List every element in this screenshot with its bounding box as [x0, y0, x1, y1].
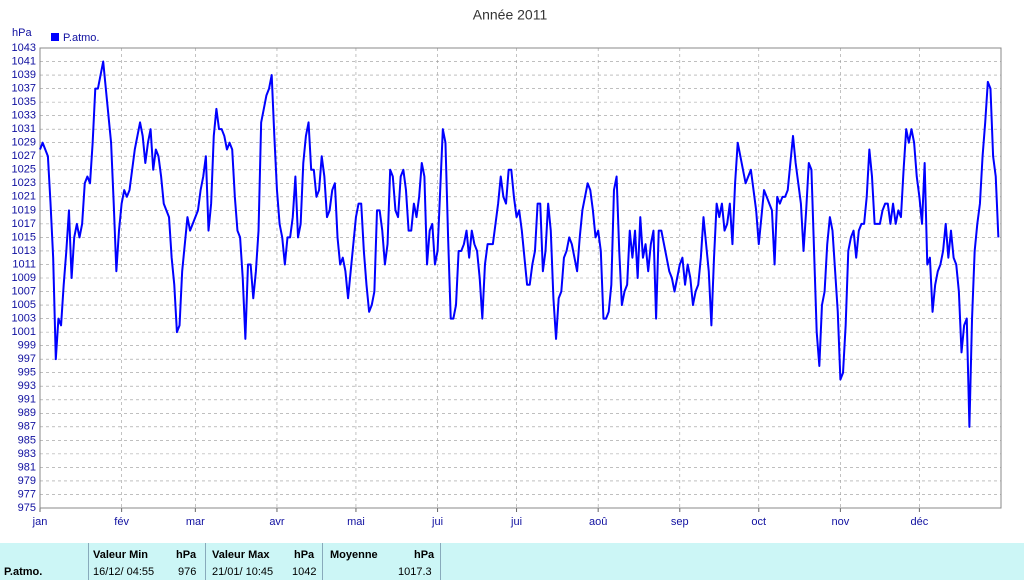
y-tick-label: 1019 [12, 204, 36, 216]
x-tick-label: aoû [589, 516, 607, 528]
x-tick-label: jan [32, 516, 48, 528]
cell-date: 21/01/ 10:45 [212, 566, 274, 578]
y-tick-label: 1005 [12, 299, 36, 311]
x-tick-label: déc [911, 516, 929, 528]
y-unit: hPa [12, 27, 32, 39]
y-tick-label: 977 [18, 488, 36, 500]
x-tick-label: mai [347, 516, 365, 528]
y-tick-label: 1017 [12, 218, 36, 230]
y-tick-label: 1027 [12, 150, 36, 162]
y-tick-label: 1025 [12, 164, 36, 176]
y-tick-label: 1001 [12, 326, 36, 338]
col-header: Moyenne [330, 549, 378, 561]
y-tick-label: 1043 [12, 42, 36, 54]
y-tick-label: 1031 [12, 123, 36, 135]
x-tick-label: nov [832, 516, 850, 528]
y-tick-label: 1035 [12, 96, 36, 108]
y-tick-label: 997 [18, 353, 36, 365]
legend-swatch [51, 33, 59, 41]
col-unit: hPa [414, 549, 435, 561]
y-tick-label: 1015 [12, 231, 36, 243]
x-tick-label: jui [510, 516, 522, 528]
y-tick-label: 1003 [12, 312, 36, 324]
x-tick-label: jui [431, 516, 443, 528]
summary-table: P.atmo. Valeur Min hPa 16/12/ 04:55 976 … [0, 543, 1024, 580]
cell-value: 976 [178, 566, 197, 578]
y-tick-label: 1041 [12, 55, 36, 67]
line [39, 60, 1000, 428]
y-tick-label: 983 [18, 448, 36, 460]
x-tick-label: oct [751, 516, 766, 528]
separator [322, 543, 323, 580]
row-label: P.atmo. [4, 566, 43, 578]
y-tick-label: 985 [18, 434, 36, 446]
plot-frame [39, 47, 1002, 509]
y-tick-label: 1029 [12, 137, 36, 149]
col-header: Valeur Min [93, 549, 149, 561]
y-tick-label: 989 [18, 407, 36, 419]
col-header: Valeur Max [212, 549, 270, 561]
col-unit: hPa [294, 549, 315, 561]
separator [440, 543, 441, 580]
cell-date: 16/12/ 04:55 [93, 566, 155, 578]
y-tick-label: 993 [18, 380, 36, 392]
separator [88, 543, 89, 580]
y-tick-label: 1023 [12, 177, 36, 189]
y-tick-label: 979 [18, 475, 36, 487]
y-tick-label: 991 [18, 394, 36, 406]
y-tick-label: 987 [18, 421, 36, 433]
legend-label: P.atmo. [63, 32, 100, 44]
chart-title: Année 2011 [473, 7, 548, 23]
y-tick-label: 1009 [12, 272, 36, 284]
x-tick-label: avr [269, 516, 285, 528]
y-tick-label: 1013 [12, 245, 36, 257]
y-tick-label: 1011 [12, 258, 36, 270]
y-tick-label: 1021 [12, 191, 36, 203]
x-tick-label: sep [671, 516, 689, 528]
y-tick-label: 1033 [12, 110, 36, 122]
y-tick-label: 995 [18, 367, 36, 379]
separator [205, 543, 206, 580]
cell-value: 1042 [292, 566, 317, 578]
x-tick-label: fév [114, 516, 129, 528]
y-tick-label: 981 [18, 461, 36, 473]
cell-value: 1017.3 [398, 566, 432, 578]
y-tick-label: 975 [18, 502, 36, 514]
y-tick-label: 999 [18, 340, 36, 352]
col-unit: hPa [176, 549, 197, 561]
y-tick-label: 1007 [12, 285, 36, 297]
y-tick-label: 1037 [12, 82, 36, 94]
y-tick-label: 1039 [12, 69, 36, 81]
x-tick-label: mar [186, 516, 205, 528]
